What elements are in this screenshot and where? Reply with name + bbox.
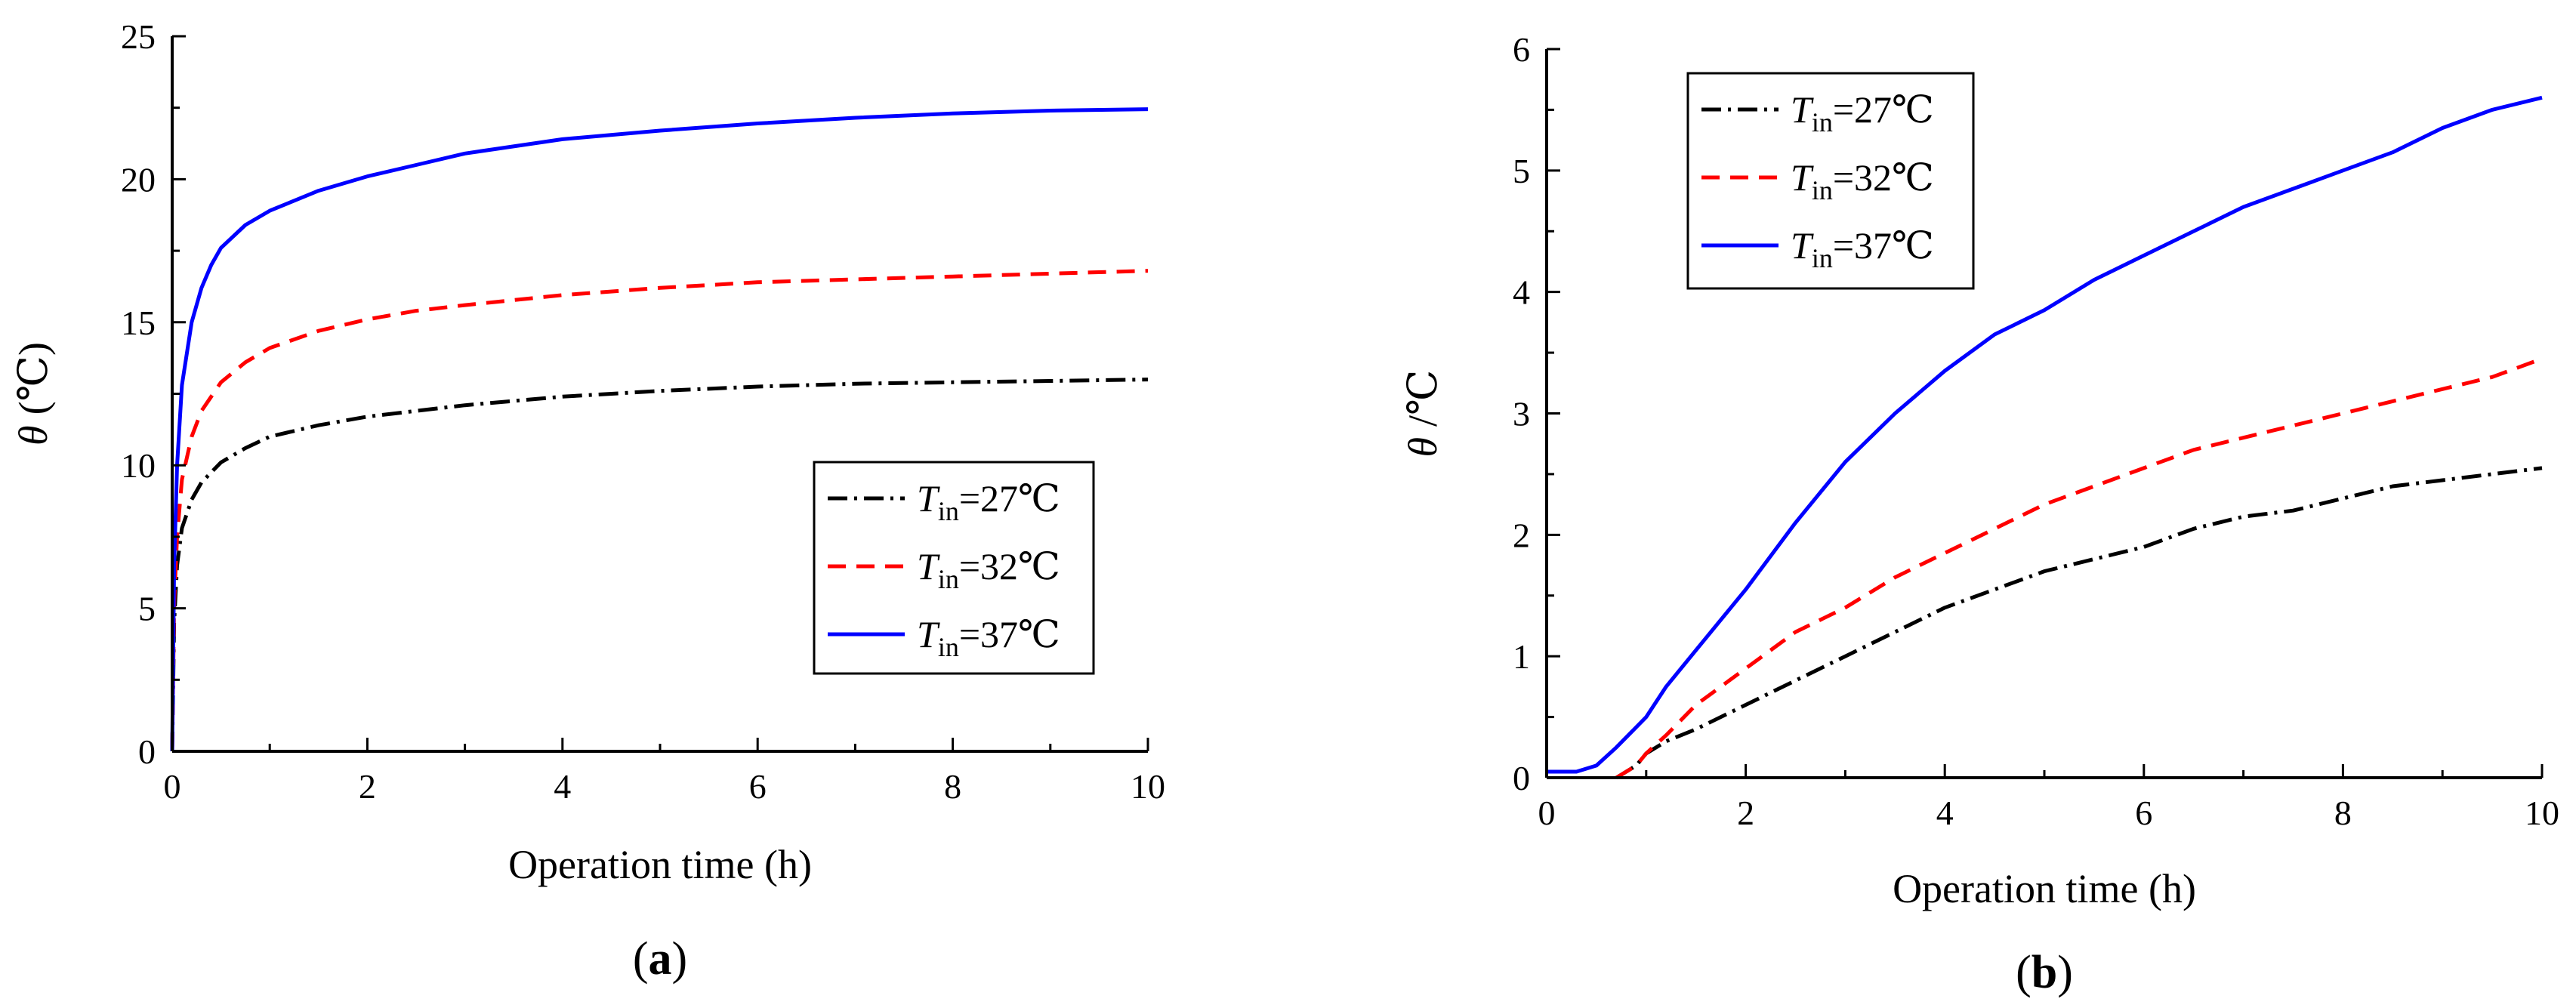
panel-label-close: ) [2057,947,2073,998]
y-axis-unit: /℃ [1400,370,1445,427]
x-tick-label: 4 [1936,794,1954,832]
legend-value: =27℃ [959,477,1060,519]
panel-b-chart: 0 2 4 6 8 10 0 1 2 3 4 5 6 Operation time (h) θ /℃ (b) Ti… [1400,30,2559,998]
series-line-1 [170,378,1149,752]
x-tick-label: 8 [944,767,961,806]
y-axis-title: θ (℃) [11,342,56,445]
x-axis-title: Operation time (h) [508,842,812,887]
y-tick-label: 20 [121,160,156,199]
legend-label-1: Tin=27℃ [1791,88,1934,137]
panel-a-chart: 0 2 4 6 8 10 0 5 10 15 20 25 Operation time (h) θ (℃) (… [11,17,1165,985]
series-group [1547,95,2543,780]
y-tick-label: 1 [1513,637,1530,676]
series-line-3 [170,107,1149,752]
y-tick-label: 0 [1513,759,1530,797]
legend-label-3: Tin=37℃ [1791,224,1934,273]
panel-label-letter: a [649,933,672,985]
y-axis-symbol: θ [11,425,56,445]
panel-label-letter: b [2031,947,2057,998]
x-tick-label: 10 [1131,767,1165,806]
y-tick-label: 2 [1513,516,1530,554]
x-tick-label: 0 [1538,794,1556,832]
y-tick-label: 4 [1513,273,1530,312]
y-tick-label: 5 [1513,152,1530,190]
y-tick-label: 3 [1513,395,1530,433]
x-tick-label: 10 [2525,794,2559,832]
legend-symbol: T [917,477,940,519]
legend-subscript: in [1812,243,1833,273]
series-line-1 [1615,466,2543,780]
y-tick-label: 0 [138,732,156,771]
x-tick-label: 2 [1737,794,1754,832]
y-tick-label: 25 [121,17,156,56]
x-tick-label: 8 [2334,794,2352,832]
panel-label-open: ( [2016,947,2031,998]
legend-label-2: Tin=32℃ [1791,156,1934,205]
y-tick-label: 6 [1513,30,1530,69]
x-tick-label: 6 [2135,794,2152,832]
panel-label-open: ( [633,933,649,985]
x-tick-label: 0 [164,767,181,806]
y-axis-unit: (℃) [11,342,56,415]
legend-label-2: Tin=32℃ [917,545,1060,594]
y-tick-label: 15 [121,304,156,342]
legend-value: =27℃ [1833,88,1934,131]
legend-subscript: in [1812,175,1833,205]
legend-value: =32℃ [959,545,1060,587]
legend-value: =37℃ [1833,224,1934,267]
legend-label-3: Tin=37℃ [917,613,1060,662]
x-tick-label: 4 [554,767,571,806]
legend-subscript: in [938,496,959,526]
panel-label: (b) [2016,947,2073,998]
legend-box [1686,72,1975,290]
legend-symbol: T [1791,156,1814,199]
legend-value: =32℃ [1833,156,1934,199]
y-tick-label: 10 [121,446,156,485]
legend-symbol: T [1791,224,1814,267]
x-tick-label: 2 [359,767,376,806]
legend-symbol: T [1791,88,1814,131]
legend-subscript: in [938,632,959,662]
panel-label-close: ) [672,933,688,985]
series-line-2 [1615,356,2543,780]
x-tick-label: 6 [749,767,767,806]
legend-symbol: T [917,545,940,587]
y-axis-title: θ /℃ [1400,370,1445,458]
series-line-3 [1547,95,2543,774]
legend-subscript: in [1812,107,1833,137]
x-axis-title: Operation time (h) [1893,866,2196,911]
series-line-2 [170,269,1149,752]
legend-value: =37℃ [959,613,1060,655]
legend-symbol: T [917,613,940,655]
y-axis-symbol: θ [1400,437,1445,458]
legend-subscript: in [938,564,959,594]
legend-label-1: Tin=27℃ [917,477,1060,526]
y-tick-label: 5 [138,590,156,628]
panel-label: (a) [633,933,687,985]
series-group [170,107,1149,752]
